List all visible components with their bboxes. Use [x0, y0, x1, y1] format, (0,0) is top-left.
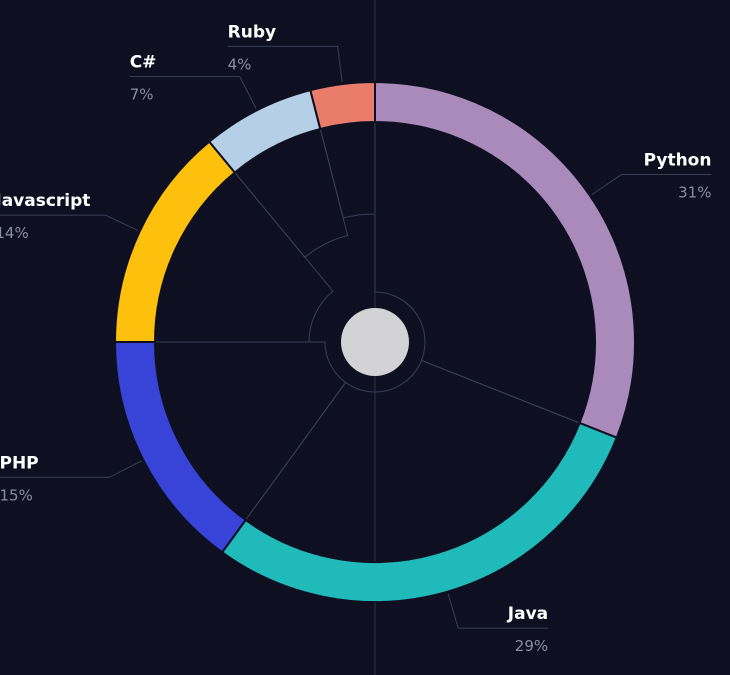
slice-connectors [155, 122, 580, 521]
slice-ruby[interactable] [309, 80, 376, 131]
center-dot [341, 308, 409, 376]
label-c-: C# [130, 52, 157, 72]
connector-java [245, 359, 580, 521]
label-php: PHP [0, 453, 39, 473]
slice-python[interactable] [374, 80, 636, 440]
slice-java[interactable] [220, 421, 619, 603]
label-java: Java [507, 604, 548, 624]
leader-line [0, 214, 139, 231]
value-javascript: 14% [0, 224, 29, 242]
label-python: Python [644, 150, 712, 170]
connector-python [374, 122, 580, 424]
slice-c-[interactable] [207, 88, 322, 174]
value-ruby: 4% [228, 55, 252, 73]
connector-ruby [319, 122, 376, 219]
leader-line [591, 173, 712, 196]
value-php: 15% [0, 486, 33, 504]
connector-c- [234, 128, 349, 258]
slice-javascript[interactable] [113, 140, 237, 343]
slice-labels: Python 31% Java 29% PHP 15% Javascript 14% C# 7% R… [0, 22, 711, 655]
leader-line [227, 45, 343, 83]
leader-line [0, 460, 142, 478]
leader-line [447, 593, 549, 629]
slice-php[interactable] [113, 341, 248, 554]
value-java: 29% [515, 637, 548, 655]
value-c-: 7% [130, 85, 154, 103]
connector-php [155, 341, 347, 521]
connector-javascript [155, 172, 334, 343]
label-leaders [0, 45, 712, 629]
value-python: 31% [678, 183, 711, 201]
donut-slices [113, 80, 636, 603]
label-ruby: Ruby [228, 22, 276, 42]
label-javascript: Javascript [0, 191, 90, 211]
leader-line [129, 75, 257, 109]
